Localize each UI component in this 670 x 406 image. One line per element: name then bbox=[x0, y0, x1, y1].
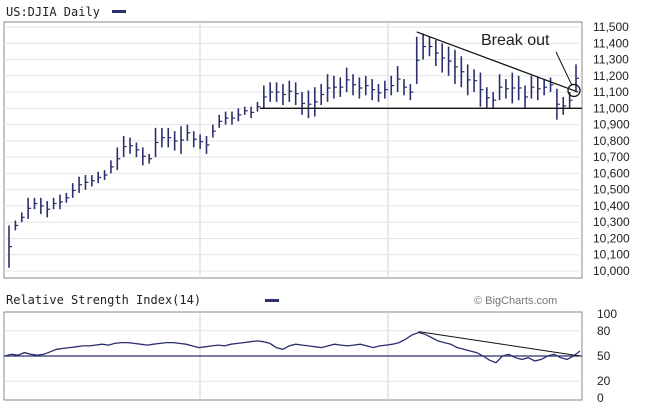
price-y-tick-label: 10,500 bbox=[593, 183, 630, 197]
price-legend-swatch bbox=[112, 10, 126, 13]
price-y-tick-label: 10,400 bbox=[593, 199, 630, 213]
resistance-trendline bbox=[416, 31, 579, 93]
rsi-y-tick-label: 80 bbox=[597, 324, 611, 338]
breakout-pointer bbox=[555, 51, 573, 86]
price-y-tick-label: 10,200 bbox=[593, 231, 630, 245]
rsi-y-tick-label: 0 bbox=[597, 391, 604, 405]
price-grid bbox=[4, 22, 582, 278]
price-panel: US:DJIA Daily 11,50011,40011,30011,20011… bbox=[3, 5, 630, 279]
price-y-tick-label: 11,000 bbox=[593, 101, 629, 115]
breakout-label: Break out bbox=[481, 32, 550, 49]
rsi-line bbox=[4, 331, 581, 364]
rsi-y-tick-label: 100 bbox=[597, 307, 617, 321]
rsi-y-tick-label: 20 bbox=[597, 374, 611, 388]
price-y-tick-label: 10,800 bbox=[593, 134, 630, 148]
price-y-tick-label: 11,400 bbox=[593, 36, 629, 50]
price-y-tick-label: 11,100 bbox=[593, 85, 629, 99]
price-y-tick-label: 10,300 bbox=[593, 215, 630, 229]
price-y-tick-label: 10,600 bbox=[593, 166, 630, 180]
price-plot-area bbox=[3, 21, 583, 279]
price-chart-title: US:DJIA Daily bbox=[6, 5, 100, 19]
price-y-tick-label: 11,200 bbox=[593, 69, 629, 83]
price-y-axis: 11,500 11,400 11,300 11,200 11,100 11,000 10,9… bbox=[593, 20, 630, 278]
rsi-y-axis: 100 80 50 20 0 bbox=[597, 307, 617, 405]
breakout-circle bbox=[567, 83, 581, 98]
price-y-tick-label: 11,500 bbox=[593, 20, 629, 34]
price-y-tick-label: 10,900 bbox=[593, 118, 630, 132]
price-y-tick-label: 11,300 bbox=[593, 53, 629, 67]
rsi-y-tick-label: 50 bbox=[597, 349, 611, 363]
credit-text: © BigCharts.com bbox=[474, 295, 557, 307]
price-y-tick-label: 10,700 bbox=[593, 150, 630, 164]
rsi-panel: Relative Strength Index(14) © BigCharts.… bbox=[3, 293, 617, 405]
price-bars bbox=[8, 33, 579, 268]
rsi-chart-title: Relative Strength Index(14) bbox=[6, 293, 201, 307]
price-y-tick-label: 10,100 bbox=[593, 248, 630, 262]
rsi-legend-swatch bbox=[265, 299, 279, 302]
rsi-trendline bbox=[418, 331, 581, 357]
price-y-tick-label: 10,000 bbox=[593, 264, 630, 278]
